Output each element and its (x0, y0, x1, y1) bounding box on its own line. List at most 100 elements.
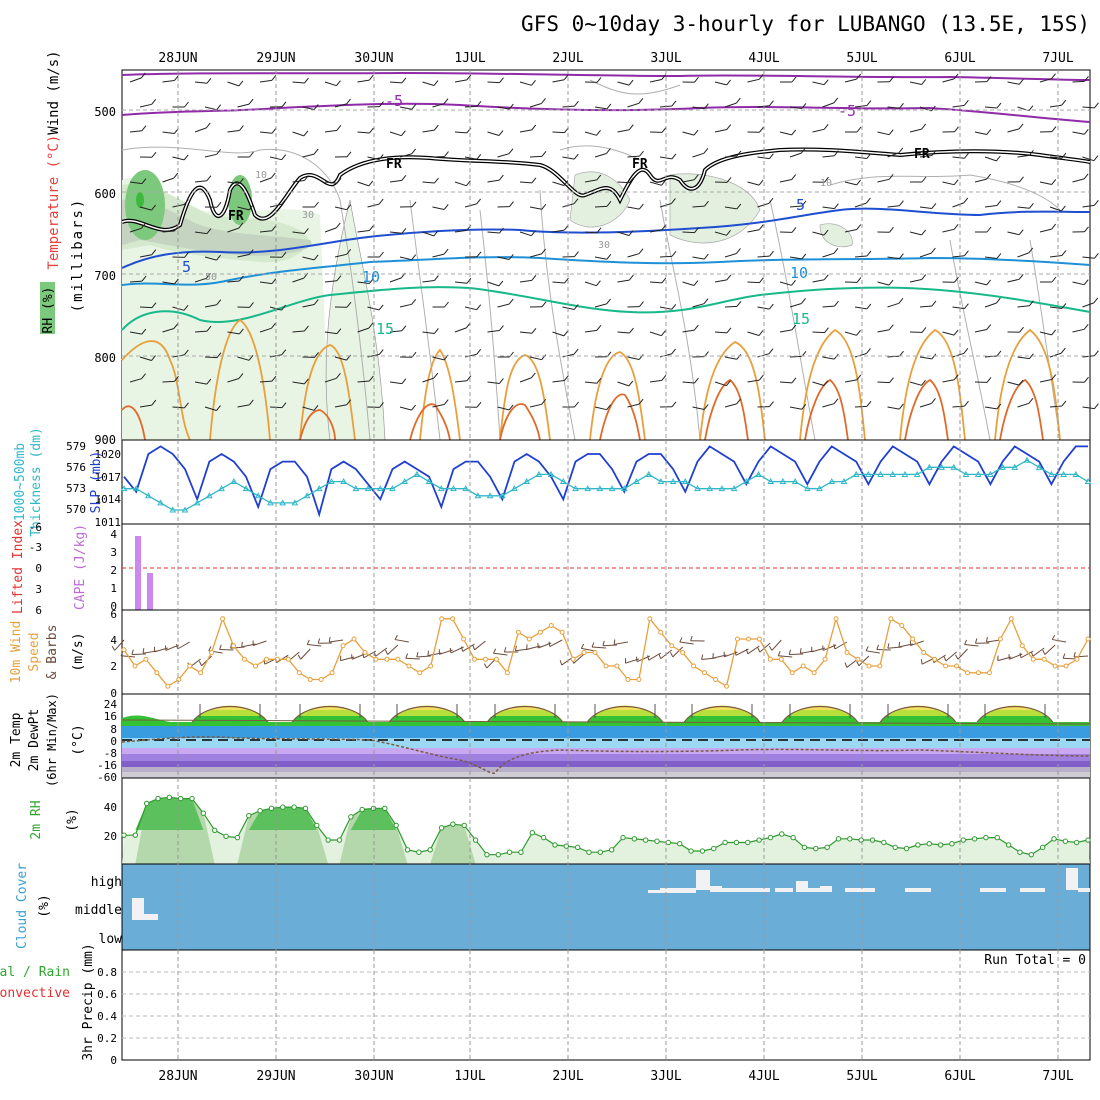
wind10-barb (1044, 644, 1056, 655)
wind10-point (581, 650, 587, 655)
wind10-barb-flag (799, 648, 802, 654)
wind-barb (422, 231, 435, 237)
temp-hump-outline (484, 706, 566, 727)
wind-barb-flag (824, 176, 829, 183)
wind-barb-flag (1028, 353, 1034, 359)
thickness-point (1035, 463, 1043, 470)
wind10-point (789, 670, 795, 676)
wind-barb-flag (801, 200, 807, 207)
wind-barb-flag (996, 253, 1002, 259)
wind-barb (682, 131, 695, 136)
wind-barb (984, 406, 997, 410)
rh2m-point (1051, 836, 1057, 842)
wind-barb (617, 231, 630, 236)
temp-hump-outline (386, 706, 468, 727)
wind-barb (854, 105, 867, 108)
wind-barb-flag (661, 277, 667, 284)
wind10-point (702, 670, 708, 676)
thickness-point (254, 492, 262, 499)
wind-barb-flag (759, 277, 764, 283)
wind10-point (625, 677, 631, 682)
wind-barb (887, 302, 900, 308)
wind10-barb-flag (636, 656, 638, 662)
wind-barb (747, 379, 760, 383)
wind-barb-flag (183, 349, 189, 356)
wind-barb (942, 228, 955, 233)
rh2m-point (257, 808, 263, 814)
wind-barb (1007, 381, 1020, 386)
wind-barb-flag (151, 302, 157, 308)
thickness-point (218, 485, 225, 492)
wind-barb (497, 256, 510, 260)
wind-barb-flag (1093, 297, 1099, 304)
wind-barb (1082, 302, 1094, 308)
wind-barb-flag (378, 198, 384, 205)
wind10-barb (747, 645, 760, 655)
thickness-point (1072, 470, 1080, 477)
wind10-point (187, 663, 193, 669)
wind-barb-flag (216, 104, 222, 111)
wind-barb (357, 327, 370, 333)
wind-barb (237, 356, 250, 361)
wind-barb (942, 331, 955, 336)
rh2m-point (608, 847, 615, 853)
wind-barb-flag (1051, 329, 1057, 336)
wind10-point (691, 663, 697, 669)
dewpoint-line (121, 736, 1091, 774)
wind-barb (692, 152, 705, 158)
wind10-barb-flag (876, 644, 880, 650)
wind-barb (779, 329, 792, 333)
wind-barb-flag (921, 79, 927, 85)
wind-barb (822, 155, 835, 158)
thickness-point (193, 499, 201, 506)
wind-barb (552, 380, 565, 383)
wind-barb-flag (141, 125, 147, 132)
date-label-bottom: 30JUN (354, 1069, 393, 1084)
wind-barb (854, 255, 867, 258)
wind-barb-flag (1083, 173, 1089, 180)
wind-barb-flag (671, 100, 677, 107)
wind-barb (389, 330, 402, 333)
wind-barb-flag (335, 222, 341, 229)
rh2m-point (994, 834, 1000, 841)
wind-barb-flag (379, 402, 384, 408)
thickness-point (315, 485, 323, 492)
wind-barb (292, 381, 305, 385)
wind-barb-flag (346, 98, 351, 105)
wind-barb (454, 327, 467, 333)
upper-ytick-900: 900 (94, 433, 116, 447)
wind-barb (162, 80, 175, 83)
wind-barb-flag (336, 177, 342, 184)
cloud-level-middle: middle (75, 903, 122, 918)
wind-barb-flag (173, 172, 179, 179)
wind-barb-flag (206, 378, 212, 385)
precip-ytick-0.8: 0.8 (97, 966, 117, 979)
wind-barb (204, 406, 217, 411)
wind-barb-flag (1018, 123, 1024, 130)
wind-barb (584, 329, 597, 333)
wind-barb-flag (758, 179, 764, 186)
wind-barb-flag (1094, 252, 1099, 259)
rh2m-point (1028, 851, 1034, 858)
wind-barb (454, 229, 467, 233)
precip-ytick-0.2: 0.2 (97, 1032, 117, 1045)
wind-barb-flag (898, 403, 904, 410)
temp-ytick-minus16: -16 (97, 759, 117, 772)
thickness-point (523, 478, 531, 485)
thickness-point (999, 463, 1006, 470)
wind-barb (714, 279, 727, 283)
rh-label-10-b: 10 (820, 178, 832, 189)
wind-barb-flag (671, 251, 677, 257)
wind-barb-flag (791, 279, 796, 286)
rh-ytick-20: 20 (104, 830, 117, 843)
wind-barb (129, 130, 142, 133)
temp-ytick-minus8: -8 (104, 747, 117, 760)
precip-label-3: 3hr Precip (mm) (81, 943, 96, 1060)
wind-barb-flag (271, 375, 277, 382)
cape-ytick-2: 2 (110, 564, 117, 577)
wind-barb (649, 229, 662, 233)
wind-barb-flag (530, 372, 536, 379)
wind-barb (1039, 78, 1052, 83)
rh2m-point (903, 845, 910, 852)
wind-barb-flag (986, 377, 992, 383)
